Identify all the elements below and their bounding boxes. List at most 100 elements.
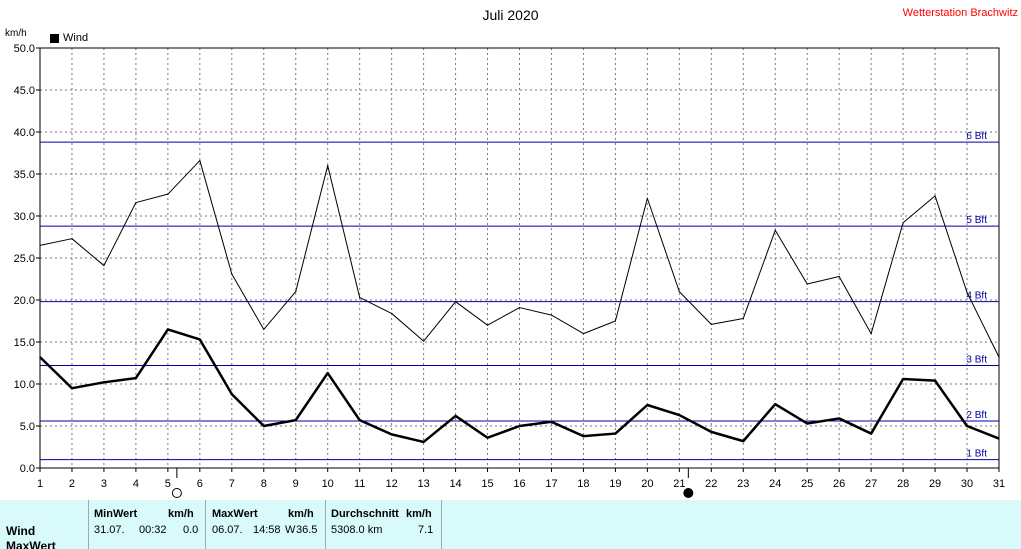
x-tick-label: 20 [641, 478, 653, 490]
x-tick-label: 22 [705, 478, 717, 490]
beaufort-label: 5 Bft [966, 215, 987, 226]
max-value: 36.5 [296, 524, 318, 536]
x-tick-label: 21 [673, 478, 685, 490]
data-point [199, 338, 201, 341]
data-point [998, 438, 1000, 440]
data-point [998, 356, 1000, 358]
data-point [454, 415, 457, 417]
full-moon-icon [171, 488, 182, 498]
y-tick-label: 40.0 [14, 127, 35, 139]
min-date: 31.07. [94, 524, 125, 536]
x-tick-label: 5 [165, 478, 171, 490]
data-point [295, 419, 297, 421]
min-time: 00:32 [139, 524, 167, 536]
moon-phases [171, 468, 694, 498]
y-tick-label: 50.0 [14, 43, 35, 55]
x-tick-label: 1 [37, 478, 43, 490]
data-point [678, 291, 680, 293]
x-tick-label: 17 [545, 478, 557, 490]
legend: Wind [50, 32, 88, 44]
data-point [231, 273, 233, 275]
x-tick-label: 23 [737, 478, 749, 490]
y-tick-label: 5.0 [20, 421, 35, 433]
data-point [518, 425, 521, 427]
data-point [550, 314, 553, 316]
x-tick-label: 31 [993, 478, 1005, 490]
data-point [966, 291, 968, 294]
data-point [359, 296, 361, 299]
x-axis-ticks: 1 2 3 4 5 6 7 8 9 10 11 12 13 14 15 16 17 18 19 20 21 22 23 24 2… [37, 468, 1005, 490]
data-point [838, 275, 840, 278]
data-point [774, 403, 776, 405]
data-point [870, 333, 872, 335]
data-point [838, 417, 840, 420]
stats-panel: Wind MaxWert MinWert km/h 31.07. 00:32 0… [0, 500, 1021, 549]
data-point [614, 320, 617, 322]
x-tick-label: 25 [801, 478, 813, 490]
x-tick-label: 29 [929, 478, 941, 490]
y-axis-unit: km/h [5, 28, 27, 39]
data-point [454, 301, 457, 303]
stats-divider [88, 500, 89, 549]
x-tick-label: 28 [897, 478, 909, 490]
stats-row-label: Wind [6, 524, 36, 538]
max-date: 06.07. [212, 524, 243, 536]
data-point [135, 377, 137, 379]
data-point [39, 244, 41, 246]
data-point [486, 437, 489, 439]
data-point [167, 193, 169, 195]
stats-divider [441, 500, 442, 549]
data-point [518, 306, 521, 309]
x-tick-label: 15 [481, 478, 493, 490]
x-tick-label: 7 [229, 478, 235, 490]
data-point [391, 433, 393, 435]
data-point [614, 432, 617, 435]
stats-divider [205, 500, 206, 549]
y-tick-label: 45.0 [14, 85, 35, 97]
x-tick-label: 3 [101, 478, 107, 490]
chart-title: Juli 2020 [482, 7, 539, 23]
avg-unit: km/h [406, 508, 432, 520]
data-point [582, 333, 585, 335]
y-tick-label: 15.0 [14, 337, 35, 349]
min-unit: km/h [168, 508, 194, 520]
x-tick-label: 12 [386, 478, 398, 490]
min-value: 0.0 [183, 524, 199, 536]
x-tick-label: 26 [833, 478, 845, 490]
y-tick-label: 10.0 [14, 379, 35, 391]
data-point [806, 422, 808, 425]
data-point [486, 324, 489, 326]
data-point [423, 441, 425, 443]
x-tick-label: 6 [197, 478, 203, 490]
data-point [199, 159, 201, 162]
data-point [678, 414, 680, 416]
x-tick-label: 4 [133, 478, 139, 490]
stats-row-label-2: MaxWert [6, 539, 56, 549]
stats-divider [325, 500, 326, 549]
y-tick-label: 35.0 [14, 169, 35, 181]
y-tick-label: 20.0 [14, 295, 35, 307]
data-point [550, 421, 553, 423]
data-point [742, 317, 744, 320]
data-point [103, 264, 105, 267]
x-tick-label: 30 [961, 478, 973, 490]
new-moon-icon [683, 488, 694, 498]
y-tick-label: 0.0 [20, 463, 35, 475]
chart-grid [39, 47, 1000, 469]
data-point [391, 312, 393, 315]
legend-label: Wind [63, 32, 89, 44]
data-point [327, 165, 329, 167]
x-tick-label: 16 [513, 478, 525, 490]
beaufort-lines: 1 Bft 2 Bft 3 Bft 4 Bft 5 Bft 6 Bft [40, 131, 999, 461]
max-time: 14:58 [253, 524, 281, 536]
data-point [327, 372, 329, 374]
x-tick-label: 27 [865, 478, 877, 490]
y-axis-ticks: 0.0 5.0 10.0 15.0 20.0 25.0 30.0 35.0 40.0 45.0 50… [14, 43, 40, 475]
data-point [135, 201, 137, 204]
min-header: MinWert [94, 508, 138, 520]
data-point [71, 387, 73, 389]
max-header: MaxWert [212, 508, 258, 520]
x-tick-label: 9 [293, 478, 299, 490]
data-point [774, 229, 776, 231]
